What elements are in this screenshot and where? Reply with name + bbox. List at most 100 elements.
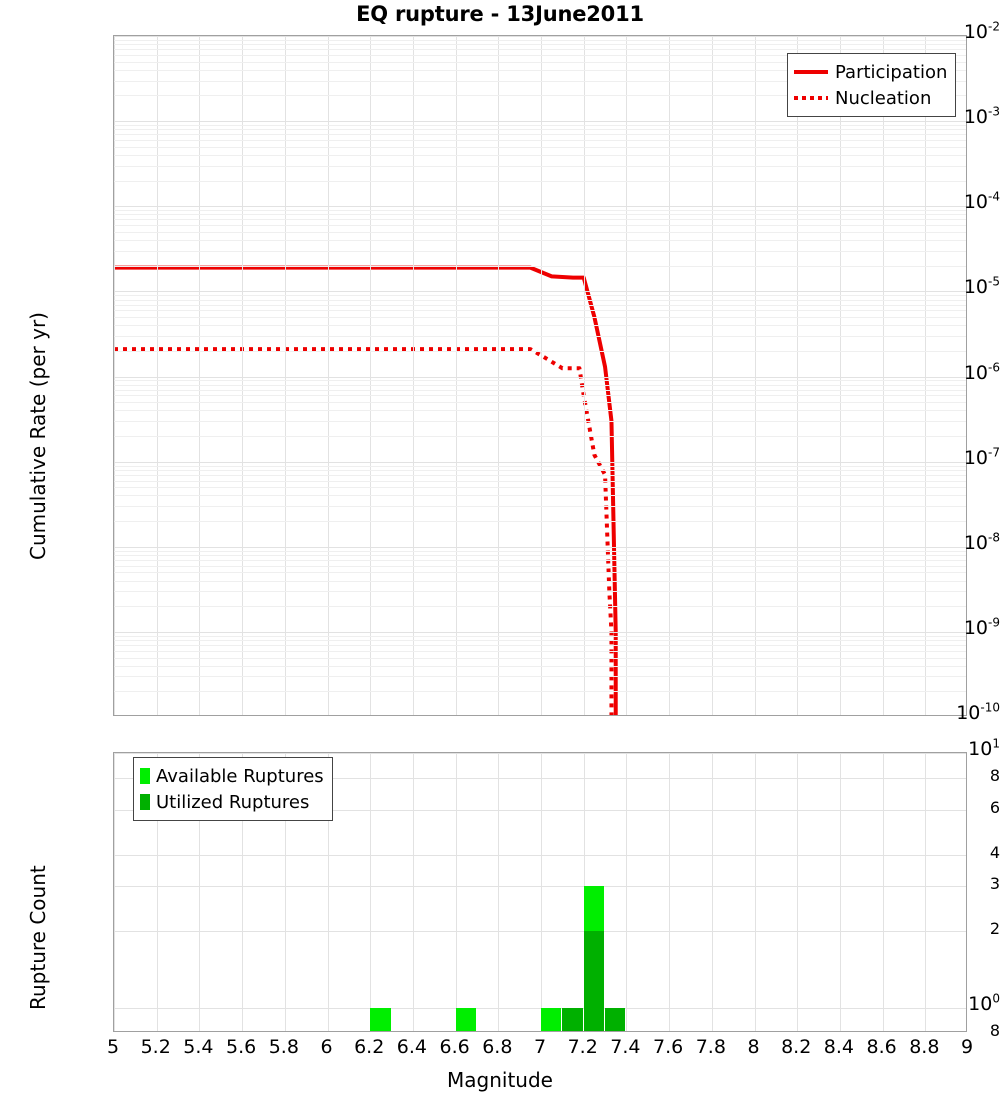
- x-tick-label: 8.2: [781, 1036, 811, 1058]
- gridline-horizontal-minor: [114, 566, 966, 567]
- gridline-horizontal-minor: [114, 214, 966, 215]
- y-tick-label: 101: [897, 738, 1000, 760]
- gridline-horizontal-minor: [114, 475, 966, 476]
- chart-page: EQ rupture - 13June2011 10-210-310-410-5…: [0, 0, 1000, 1100]
- gridline-vertical: [840, 36, 841, 715]
- gridline-vertical: [883, 36, 884, 715]
- gridline-horizontal-minor: [114, 581, 966, 582]
- y-tick-label: 10-6: [897, 362, 1000, 384]
- gridline-horizontal-minor: [114, 266, 966, 267]
- gridline-horizontal-minor: [114, 351, 966, 352]
- gridline-horizontal-minor: [114, 560, 966, 561]
- y-tick-label: 10-7: [897, 447, 1000, 469]
- top-y-axis-label: Cumulative Rate (per yr): [26, 312, 50, 560]
- gridline-horizontal-minor: [114, 466, 966, 467]
- gridline-horizontal-minor: [114, 645, 966, 646]
- y-tick-label: 10-2: [897, 21, 1000, 43]
- gridline-horizontal-minor: [114, 129, 966, 130]
- gridline-horizontal-minor: [114, 436, 966, 437]
- gridline-horizontal-minor: [114, 305, 966, 306]
- gridline-horizontal-major: [114, 206, 966, 207]
- y-tick-label-minor: 8: [899, 766, 1000, 785]
- x-tick-label: 6.8: [482, 1036, 512, 1058]
- gridline-horizontal-minor: [114, 410, 966, 411]
- gridline-vertical: [157, 36, 158, 715]
- gridline-horizontal-major: [114, 632, 966, 633]
- gridline-horizontal-minor: [114, 125, 966, 126]
- gridline-horizontal-minor: [114, 219, 966, 220]
- y-tick-label-minor: 6: [899, 798, 1000, 817]
- gridline-horizontal-minor: [114, 210, 966, 211]
- x-tick-label: 7.4: [610, 1036, 640, 1058]
- legend-item-available-ruptures: Available Ruptures: [140, 763, 324, 789]
- x-tick-label: 5.6: [226, 1036, 256, 1058]
- gridline-vertical: [498, 36, 499, 715]
- gridline-horizontal-minor: [114, 487, 966, 488]
- gridline-horizontal-minor: [114, 147, 966, 148]
- solid-line-icon: [794, 70, 828, 74]
- gridline-horizontal-minor: [114, 317, 966, 318]
- x-axis-label: Magnitude: [0, 1068, 1000, 1092]
- y-tick-label-minor: 4: [899, 843, 1000, 862]
- gridline-horizontal-minor: [114, 636, 966, 637]
- x-tick-label: 6.2: [354, 1036, 384, 1058]
- gridline-horizontal-minor: [114, 421, 966, 422]
- x-tick-label: 9: [961, 1036, 973, 1058]
- gridline-horizontal-minor: [114, 402, 966, 403]
- gridline-vertical: [285, 36, 286, 715]
- gridline-vertical: [584, 36, 585, 715]
- gridline-horizontal-minor: [114, 166, 966, 167]
- bar-available: [456, 1008, 476, 1032]
- x-tick-label: 8: [747, 1036, 759, 1058]
- bar-available: [541, 1008, 561, 1032]
- gridline-horizontal-major: [114, 462, 966, 463]
- x-tick-label: 6.6: [439, 1036, 469, 1058]
- x-tick-label: 7.2: [568, 1036, 598, 1058]
- bar-utilized: [562, 1008, 582, 1032]
- gridline-horizontal-minor: [114, 140, 966, 141]
- x-tick-label: 8.8: [909, 1036, 939, 1058]
- bottom-legend: Available Ruptures Utilized Ruptures: [133, 757, 333, 821]
- gridline-vertical: [456, 36, 457, 715]
- gridline-vertical: [541, 36, 542, 715]
- y-tick-label: 10-10: [897, 702, 1000, 724]
- gridline-horizontal-minor: [114, 325, 966, 326]
- gridline-horizontal-minor: [114, 251, 966, 252]
- legend-label-participation: Participation: [835, 62, 947, 83]
- gridline-vertical: [328, 36, 329, 715]
- gridline-horizontal-major: [114, 377, 966, 378]
- gridline-horizontal-minor: [114, 240, 966, 241]
- gridline-vertical: [712, 36, 713, 715]
- gridline-vertical: [242, 36, 243, 715]
- x-tick-label: 7.8: [696, 1036, 726, 1058]
- gridline-vertical: [797, 36, 798, 715]
- gridline-horizontal-minor: [114, 481, 966, 482]
- gridline-horizontal-minor: [114, 591, 966, 592]
- gridline-horizontal-minor: [114, 640, 966, 641]
- gridline-horizontal-minor: [114, 49, 966, 50]
- gridline-horizontal-minor: [114, 181, 966, 182]
- bottom-y-axis-label: Rupture Count: [26, 865, 50, 1010]
- gridline-horizontal-minor: [114, 295, 966, 296]
- gridline-horizontal-minor: [114, 134, 966, 135]
- legend-item-utilized-ruptures: Utilized Ruptures: [140, 789, 324, 815]
- gridline-horizontal-minor: [114, 336, 966, 337]
- x-tick-label: 8.6: [866, 1036, 896, 1058]
- gridline-vertical: [370, 36, 371, 715]
- top-gridlines: [114, 36, 966, 715]
- x-tick-label: 5.8: [269, 1036, 299, 1058]
- gridline-horizontal-minor: [114, 380, 966, 381]
- legend-label-utilized-ruptures: Utilized Ruptures: [156, 792, 309, 813]
- gridline-horizontal-minor: [114, 691, 966, 692]
- gridline-vertical: [626, 36, 627, 715]
- gridline-horizontal-minor: [114, 572, 966, 573]
- available-ruptures-color-icon: [140, 768, 150, 784]
- y-tick-label: 100: [897, 993, 1000, 1015]
- gridline-vertical: [413, 36, 414, 715]
- cumulative-rate-plot: [113, 35, 967, 716]
- gridline-horizontal-minor: [114, 232, 966, 233]
- gridline-horizontal-major: [114, 121, 966, 122]
- gridline-horizontal-minor: [114, 676, 966, 677]
- x-tick-label: 8.4: [824, 1036, 854, 1058]
- gridline-vertical: [669, 36, 670, 715]
